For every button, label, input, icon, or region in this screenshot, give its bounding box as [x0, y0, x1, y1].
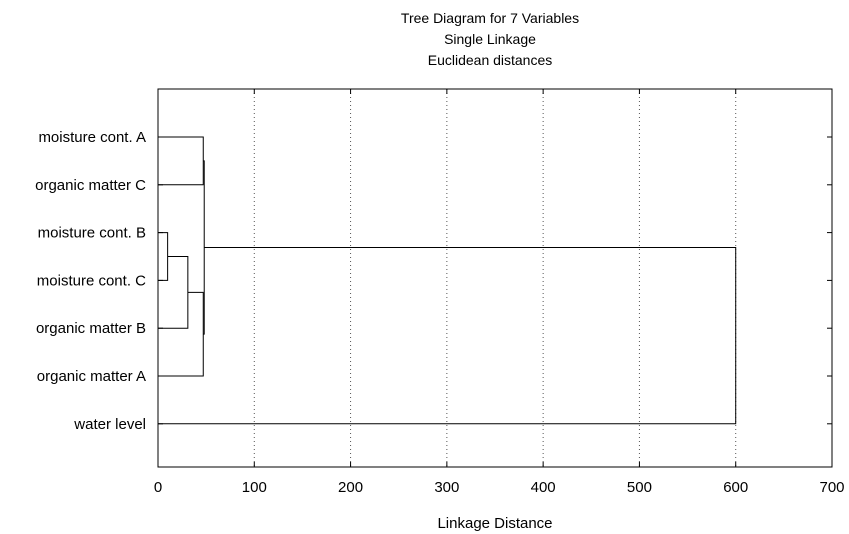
chart-subtitle-distance: Euclidean distances: [427, 52, 553, 68]
gridlines: [253, 89, 737, 467]
x-tick-label: 700: [819, 479, 844, 496]
dendrogram-tree: [158, 136, 737, 425]
x-tick-label: 400: [531, 479, 556, 496]
chart-subtitle-linkage: Single Linkage: [444, 31, 536, 47]
dendrogram-link: [158, 247, 737, 425]
leaf-label: water level: [73, 416, 146, 433]
dendrogram-link: [203, 160, 205, 335]
leaf-label: moisture cont. C: [37, 272, 146, 289]
dendrogram-link: [158, 136, 204, 186]
leaf-label: moisture cont. B: [38, 225, 146, 242]
leaf-label: moisture cont. A: [38, 129, 146, 146]
dendrogram-link: [158, 291, 204, 377]
leaf-label: organic matter B: [36, 320, 146, 337]
x-axis-title: Linkage Distance: [437, 515, 552, 532]
labels: 0 100 200 300 400 500 600 700 moisture cont. A or…: [35, 129, 844, 496]
plot-frame: [157, 88, 833, 468]
leaf-label: organic matter A: [37, 368, 146, 385]
x-tick-label: 600: [723, 479, 748, 496]
x-tick-label: 300: [434, 479, 459, 496]
x-tick-label: 0: [154, 479, 162, 496]
axis-ticks: [157, 89, 833, 467]
chart-title: Tree Diagram for 7 Variables: [400, 10, 580, 26]
x-tick-label: 100: [242, 479, 267, 496]
chart-title-block: Tree Diagram for 7 Variables Single Link…: [300, 8, 680, 71]
x-tick-label: 500: [627, 479, 652, 496]
leaf-label: organic matter C: [35, 177, 146, 194]
dendrogram-link: [158, 232, 169, 281]
dendrogram-link: [158, 256, 189, 329]
x-tick-label: 200: [338, 479, 363, 496]
